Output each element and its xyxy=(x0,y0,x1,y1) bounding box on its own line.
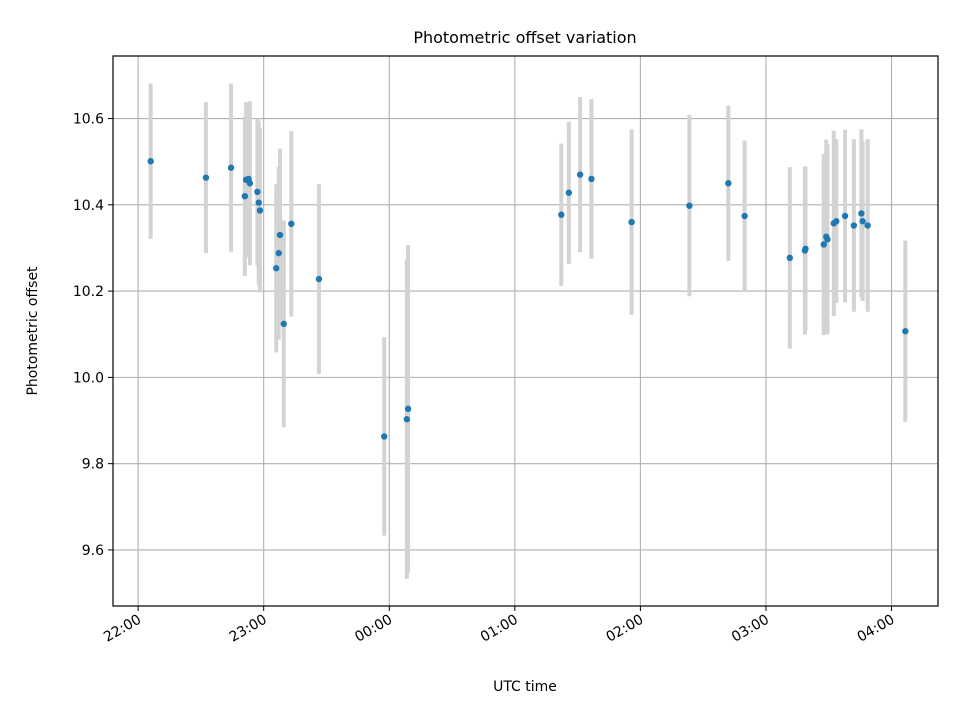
y-tick-label: 10.4 xyxy=(73,198,104,214)
y-tick-label: 10.6 xyxy=(73,112,104,128)
y-tick-label: 9.8 xyxy=(82,457,104,473)
plot-frame xyxy=(112,55,939,607)
data-point xyxy=(588,175,595,183)
data-point xyxy=(558,211,565,218)
data-point xyxy=(288,220,295,228)
data-point xyxy=(820,241,827,248)
data-point xyxy=(902,328,909,335)
data-point xyxy=(864,222,871,229)
data-point xyxy=(833,218,840,225)
data-point xyxy=(147,158,154,165)
tick-layer: 22:00 23:00 00:00 01:00 02:00 03:00 04:00 9.6 9.… xyxy=(73,112,898,646)
data-point xyxy=(246,180,254,187)
data-point xyxy=(725,180,732,187)
y-tick-label: 10.0 xyxy=(73,370,104,386)
data-point xyxy=(403,416,411,423)
data-point xyxy=(227,164,235,171)
data-point xyxy=(381,433,388,440)
data-point xyxy=(254,188,261,196)
x-tick-label: 01:00 xyxy=(478,612,521,646)
data-point xyxy=(628,218,635,226)
point-layer xyxy=(147,158,909,440)
data-point xyxy=(741,212,748,220)
data-point xyxy=(404,405,412,413)
data-point xyxy=(273,265,280,272)
grid-layer xyxy=(113,56,938,606)
x-axis-label: UTC time xyxy=(493,679,557,695)
data-point xyxy=(280,320,287,328)
data-point xyxy=(241,192,249,200)
y-tick-label: 9.6 xyxy=(82,543,104,559)
data-point xyxy=(686,202,693,209)
data-point xyxy=(786,254,794,262)
x-tick-label: 00:00 xyxy=(352,612,395,646)
y-axis-label: Photometric offset xyxy=(25,266,41,396)
data-point xyxy=(256,207,264,214)
data-point xyxy=(841,212,849,220)
y-tick-label: 10.2 xyxy=(73,284,104,300)
x-tick-label: 22:00 xyxy=(101,612,144,646)
data-point xyxy=(202,174,210,181)
x-tick-label: 03:00 xyxy=(729,612,772,646)
data-point xyxy=(315,275,323,283)
data-point xyxy=(576,171,584,178)
x-tick-label: 04:00 xyxy=(855,612,898,646)
data-point xyxy=(802,245,809,253)
data-point xyxy=(276,231,284,239)
chart-title: Photometric offset variation xyxy=(413,28,636,47)
data-point xyxy=(858,210,865,217)
data-point xyxy=(255,199,262,206)
data-point xyxy=(850,222,858,229)
x-tick-label: 02:00 xyxy=(603,612,646,646)
data-point xyxy=(275,249,282,257)
data-point xyxy=(859,218,866,225)
data-point xyxy=(824,236,831,243)
data-point xyxy=(565,189,573,196)
x-tick-label: 23:00 xyxy=(227,612,270,646)
